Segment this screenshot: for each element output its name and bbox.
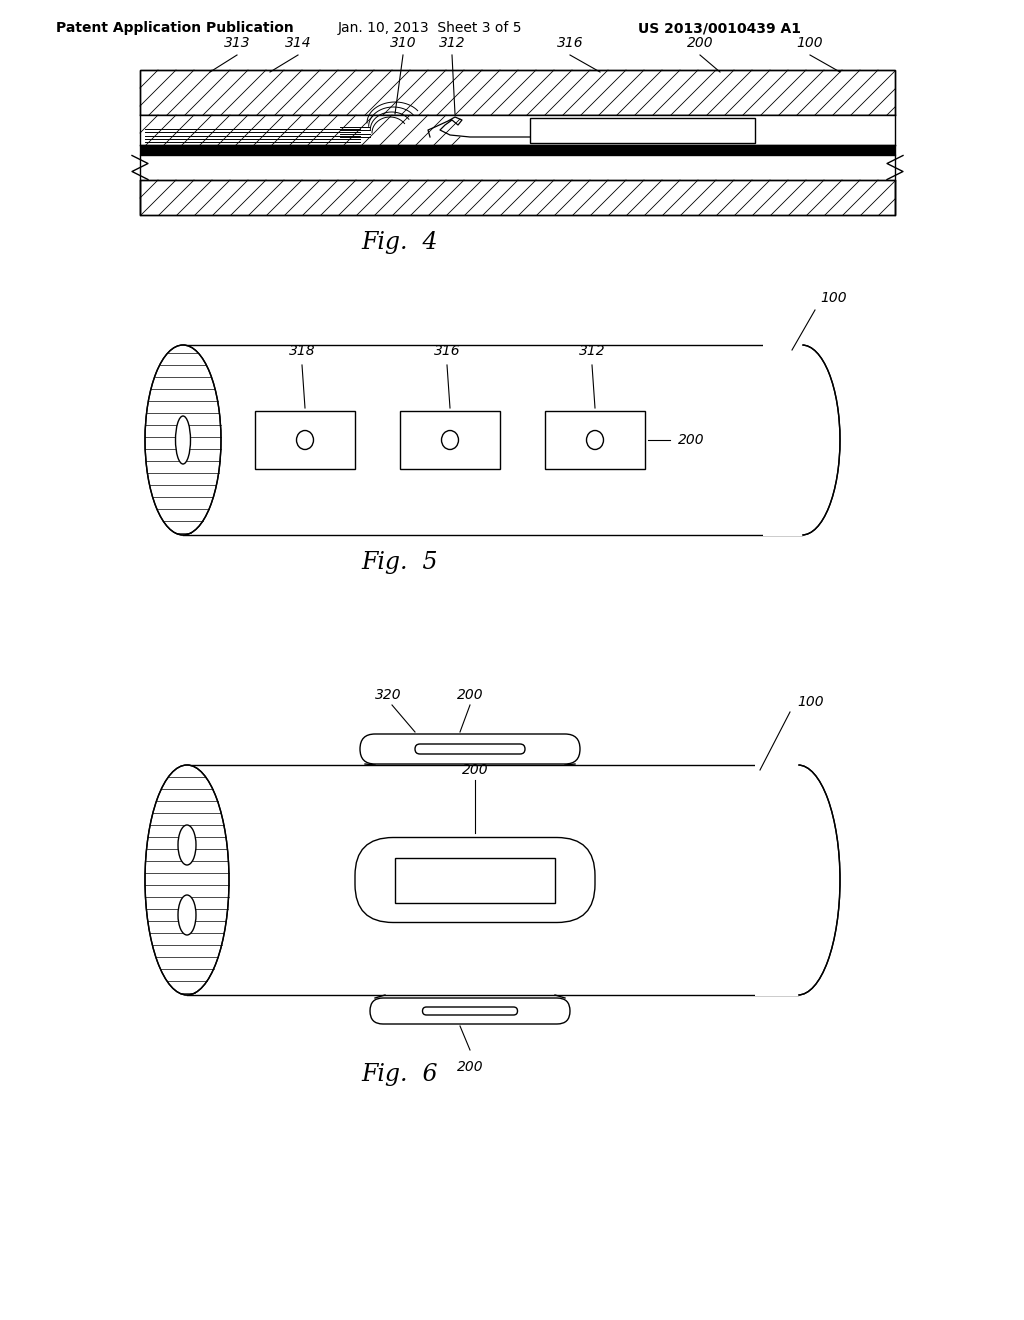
Text: 200: 200	[457, 1060, 483, 1074]
FancyBboxPatch shape	[370, 998, 570, 1024]
FancyBboxPatch shape	[360, 734, 580, 764]
Bar	[187, 766, 798, 995]
Text: 200: 200	[457, 688, 483, 702]
Text: 312: 312	[579, 345, 605, 358]
Ellipse shape	[756, 766, 840, 995]
Bar	[140, 70, 895, 115]
Text: 320: 320	[375, 688, 401, 702]
Ellipse shape	[764, 345, 840, 535]
Bar	[755, 764, 799, 997]
Text: 316: 316	[557, 36, 584, 50]
Bar	[140, 115, 460, 145]
Bar	[400, 411, 500, 469]
Text: 316: 316	[434, 345, 461, 358]
Ellipse shape	[178, 895, 196, 935]
Ellipse shape	[587, 430, 603, 450]
Text: 100: 100	[797, 696, 823, 709]
Ellipse shape	[145, 345, 221, 535]
Text: 200: 200	[462, 763, 488, 777]
Bar	[530, 117, 755, 143]
Text: 100: 100	[820, 290, 847, 305]
Text: Fig.  4: Fig. 4	[361, 231, 438, 253]
Ellipse shape	[441, 430, 459, 450]
FancyBboxPatch shape	[415, 744, 525, 754]
FancyBboxPatch shape	[423, 1007, 517, 1015]
Text: 200: 200	[687, 36, 714, 50]
Text: 312: 312	[438, 36, 465, 50]
Text: 100: 100	[797, 36, 823, 50]
Text: Fig.  6: Fig. 6	[361, 1064, 438, 1086]
Text: Jan. 10, 2013  Sheet 3 of 5: Jan. 10, 2013 Sheet 3 of 5	[338, 21, 522, 36]
Bar	[183, 345, 802, 535]
Ellipse shape	[175, 416, 190, 465]
Bar	[140, 70, 895, 115]
Text: 314: 314	[285, 36, 311, 50]
Ellipse shape	[297, 430, 313, 450]
Bar	[763, 345, 803, 536]
Ellipse shape	[145, 766, 229, 995]
Text: 318: 318	[289, 345, 315, 358]
Bar	[140, 180, 895, 215]
Text: Fig.  5: Fig. 5	[361, 550, 438, 573]
Bar	[140, 145, 895, 154]
FancyBboxPatch shape	[355, 837, 595, 923]
Text: 310: 310	[390, 36, 417, 50]
Bar	[140, 115, 895, 145]
Text: 313: 313	[223, 36, 250, 50]
Bar	[395, 858, 555, 903]
Bar	[545, 411, 645, 469]
Bar	[255, 411, 355, 469]
Text: 200: 200	[678, 433, 705, 447]
Text: Patent Application Publication: Patent Application Publication	[56, 21, 294, 36]
Text: US 2013/0010439 A1: US 2013/0010439 A1	[639, 21, 802, 36]
Ellipse shape	[178, 825, 196, 865]
Bar	[140, 180, 895, 215]
